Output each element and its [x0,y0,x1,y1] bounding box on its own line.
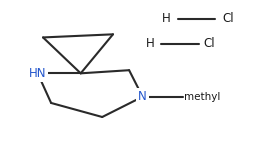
Text: H: H [162,12,171,25]
Text: N: N [138,90,147,103]
Text: Cl: Cl [222,12,233,25]
Text: Cl: Cl [203,37,215,50]
Text: H: H [146,37,155,50]
Text: methyl: methyl [184,92,221,102]
Text: HN: HN [29,67,47,80]
